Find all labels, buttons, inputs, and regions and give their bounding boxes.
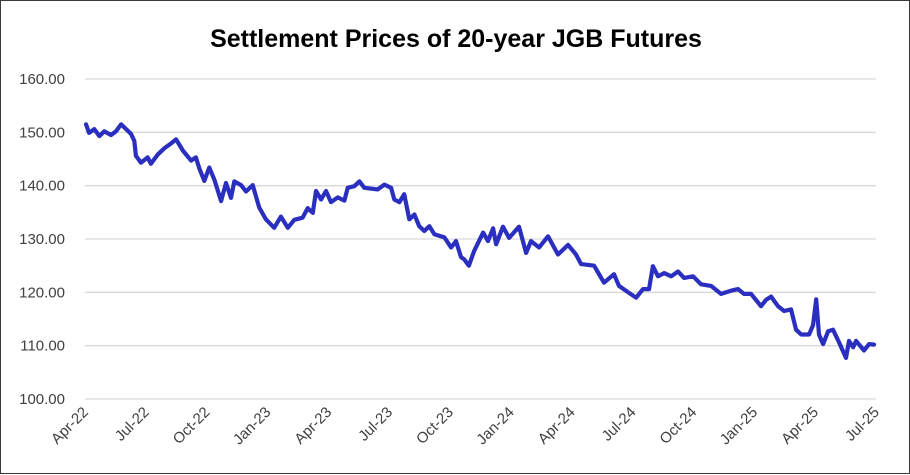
series-group xyxy=(83,122,877,360)
x-tick-label: Jan-24 xyxy=(473,404,517,448)
x-tick-label: Jul-24 xyxy=(599,404,640,445)
x-tick-label: Oct-23 xyxy=(413,404,457,448)
x-tick-label: Jan-23 xyxy=(230,404,274,448)
y-axis: 100.00 110.00 120.00 130.00 140.00 150.00 160.… xyxy=(19,71,65,408)
x-axis: Apr-22 Jul-22 Oct-22 Jan-23 Apr-23 Jul-23 Oct-… xyxy=(48,404,883,448)
y-tick-label: 120.00 xyxy=(19,284,65,301)
x-tick-label: Jul-25 xyxy=(842,404,883,445)
y-tick-label: 140.00 xyxy=(19,178,65,195)
x-tick-label: Jul-23 xyxy=(355,404,396,445)
x-tick-label: Apr-24 xyxy=(535,404,579,448)
y-tick-label: 150.00 xyxy=(19,124,65,141)
x-tick-label: Apr-22 xyxy=(48,404,92,448)
x-tick-label: Jul-22 xyxy=(112,404,153,445)
x-tick-label: Oct-22 xyxy=(170,404,214,448)
x-tick-label: Apr-23 xyxy=(291,404,335,448)
x-tick-label: Apr-25 xyxy=(778,404,822,448)
x-tick-label: Oct-24 xyxy=(656,404,700,448)
y-tick-label: 130.00 xyxy=(19,231,65,248)
chart-title: Settlement Prices of 20-year JGB Futures xyxy=(210,25,702,53)
series-line xyxy=(83,122,877,360)
y-tick-label: 160.00 xyxy=(19,71,65,88)
y-tick-label: 110.00 xyxy=(20,338,65,355)
x-tick-label: Jan-25 xyxy=(717,404,761,448)
y-tick-label: 100.00 xyxy=(19,391,65,408)
